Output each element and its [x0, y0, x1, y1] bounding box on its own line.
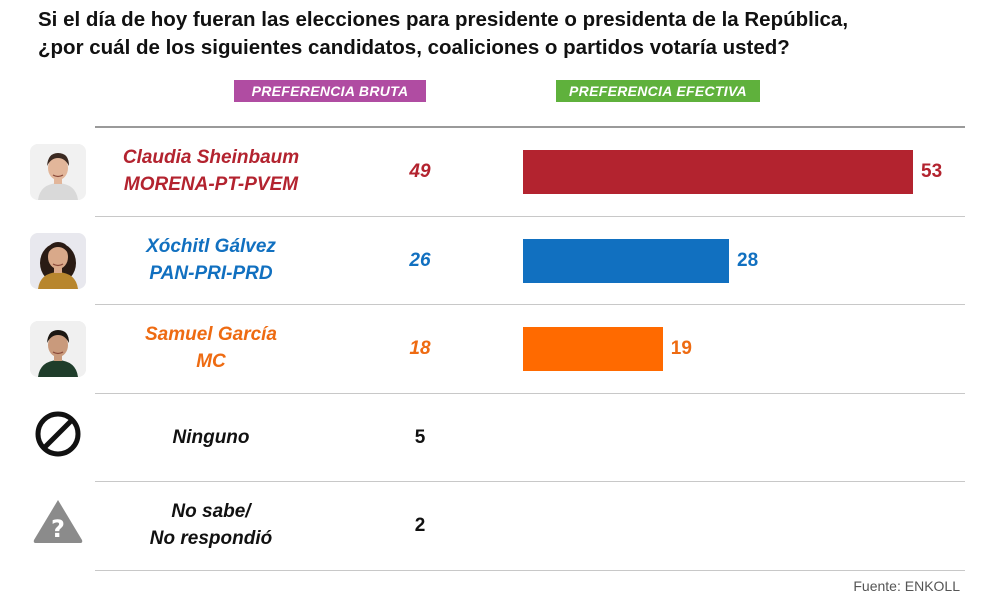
row-separator [95, 304, 965, 305]
chart-row: Ninguno 5 [0, 394, 1000, 482]
row-separator [95, 481, 965, 482]
photo-xochitl-galvez [30, 232, 86, 289]
row-separator [95, 215, 965, 217]
photo-samuel-garcia [30, 321, 86, 377]
efectiva-value: 53 [921, 161, 943, 182]
bruta-value: 2 [414, 515, 426, 536]
title-line-1: Si el día de hoy fueran las elecciones p… [38, 8, 849, 31]
chart-row: Samuel García MC 18 19 [0, 305, 1000, 393]
row-label-line-1: No sabe/ [171, 501, 251, 522]
bruta-value: 18 [409, 338, 431, 359]
bruta-value: 5 [414, 426, 426, 448]
efectiva-bar [523, 238, 730, 283]
efectiva-bar [523, 150, 913, 194]
row-label-line-1: Ninguno [172, 426, 250, 448]
chart-row: Claudia Sheinbaum MORENA-PT-PVEM 49 53 [0, 128, 1000, 216]
header-preferencia-bruta: PREFERENCIA BRUTA [234, 80, 426, 102]
efectiva-value: 19 [670, 338, 692, 359]
svg-text:?: ? [51, 515, 65, 543]
top-rule [95, 126, 965, 128]
bruta-value: 49 [409, 161, 431, 182]
row-label-line-2: MORENA-PT-PVEM [123, 174, 299, 195]
row-label-line-2: PAN-PRI-PRD [149, 262, 273, 284]
bruta-value: 26 [409, 249, 431, 271]
chart-title: Si el día de hoy fueran las elecciones p… [38, 6, 968, 62]
row-label-line-1: Xóchitl Gálvez [146, 235, 276, 257]
question-warning-icon: ? [30, 496, 86, 552]
photo-claudia-sheinbaum [30, 144, 86, 200]
row-label-line-2: MC [196, 351, 226, 372]
row-label: Samuel García MC [95, 321, 327, 375]
title-line-2: ¿por cuál de los siguientes candidatos, … [38, 36, 790, 59]
efectiva-bar [523, 327, 663, 371]
row-label-line-1: Claudia Sheinbaum [122, 147, 300, 168]
row-label: Claudia Sheinbaum MORENA-PT-PVEM [95, 144, 327, 198]
row-separator [95, 392, 965, 394]
row-label-line-2: No respondió [149, 528, 273, 549]
chart-row: ? No sabe/No respondió 2 [0, 482, 1000, 570]
row-label: No sabe/No respondió [95, 498, 327, 552]
row-label: Ninguno [95, 424, 327, 451]
prohibited-icon [30, 408, 86, 464]
source-note: Fuente: ENKOLL [853, 578, 960, 594]
header-preferencia-efectiva: PREFERENCIA EFECTIVA [556, 80, 760, 102]
row-label: Xóchitl Gálvez PAN-PRI-PRD [95, 233, 327, 287]
chart-row: Xóchitl Gálvez PAN-PRI-PRD 26 28 [0, 217, 1000, 305]
row-label-line-1: Samuel García [144, 324, 278, 345]
row-separator [95, 569, 965, 571]
efectiva-value: 28 [737, 249, 759, 271]
